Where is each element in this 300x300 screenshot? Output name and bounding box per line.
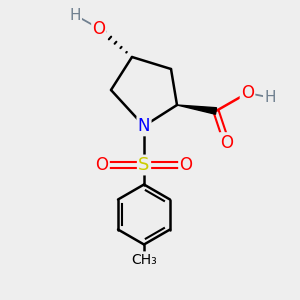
Text: H: H	[264, 90, 276, 105]
Text: N: N	[138, 117, 150, 135]
Text: O: O	[241, 84, 254, 102]
Text: O: O	[95, 156, 109, 174]
Text: CH₃: CH₃	[131, 253, 157, 266]
Polygon shape	[177, 105, 217, 114]
Text: O: O	[92, 20, 106, 38]
Text: H: H	[69, 8, 81, 22]
Text: O: O	[220, 134, 233, 152]
Text: O: O	[179, 156, 193, 174]
Text: S: S	[138, 156, 150, 174]
